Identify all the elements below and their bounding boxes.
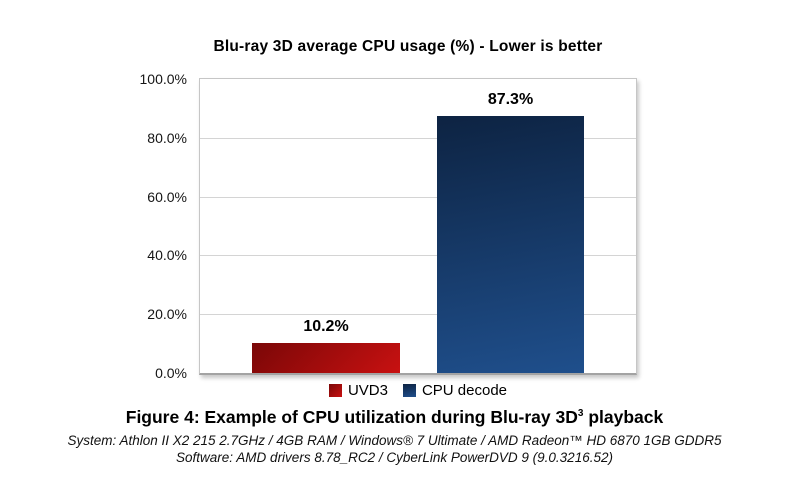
gridline-20	[200, 314, 636, 316]
gridline-40	[200, 255, 636, 257]
figure-caption-footnote-marker: 3	[577, 408, 584, 420]
legend-swatch-uvd3	[328, 384, 342, 397]
y-axis-tick-label: 20.0%	[147, 306, 187, 323]
figure-caption: Figure 4: Example of CPU utilization dur…	[0, 407, 789, 428]
y-axis-tick-label: 60.0%	[147, 188, 187, 205]
legend-label-cpu-decode: CPU decode	[421, 382, 508, 399]
y-axis-tick-label: 100.0%	[139, 71, 187, 87]
legend-item-cpu-decode: CPU decode	[402, 382, 508, 399]
legend-label-uvd3: UVD3	[347, 382, 388, 399]
gridline-80	[200, 137, 636, 139]
bar-value-label-uvd3: 10.2%	[303, 318, 349, 336]
y-axis-tick-label: 40.0%	[147, 247, 187, 264]
gridline-60	[200, 196, 636, 198]
y-axis-tick-label: 0.0%	[155, 365, 187, 381]
bars-group: 10.2% 87.3%	[200, 79, 636, 373]
figure-caption-suffix: playback	[583, 407, 664, 427]
plot-area: 100.0% 80.0% 60.0% 40.0% 20.0% 0.0% 10.2…	[140, 72, 637, 380]
bar-uvd3: 10.2%	[252, 318, 400, 373]
software-specs-line: Software: AMD drivers 8.78_RC2 / CyberLi…	[176, 450, 613, 465]
figure-caption-text: Figure 4: Example of CPU utilization dur…	[125, 407, 578, 427]
bar-value-label-cpu-decode: 87.3%	[487, 91, 534, 109]
legend-swatch-cpu-decode	[402, 384, 416, 397]
y-axis-tick-label: 80.0%	[147, 129, 187, 146]
legend-item-uvd3: UVD3	[328, 382, 388, 399]
system-specs-line: System: Athlon II X2 215 2.7GHz / 4GB RA…	[67, 433, 722, 448]
chart-title: Blu-ray 3D average CPU usage (%) - Lower…	[213, 38, 603, 55]
legend: UVD3 CPU decode	[199, 382, 637, 399]
bar-cpu-decode: 87.3%	[437, 91, 584, 373]
